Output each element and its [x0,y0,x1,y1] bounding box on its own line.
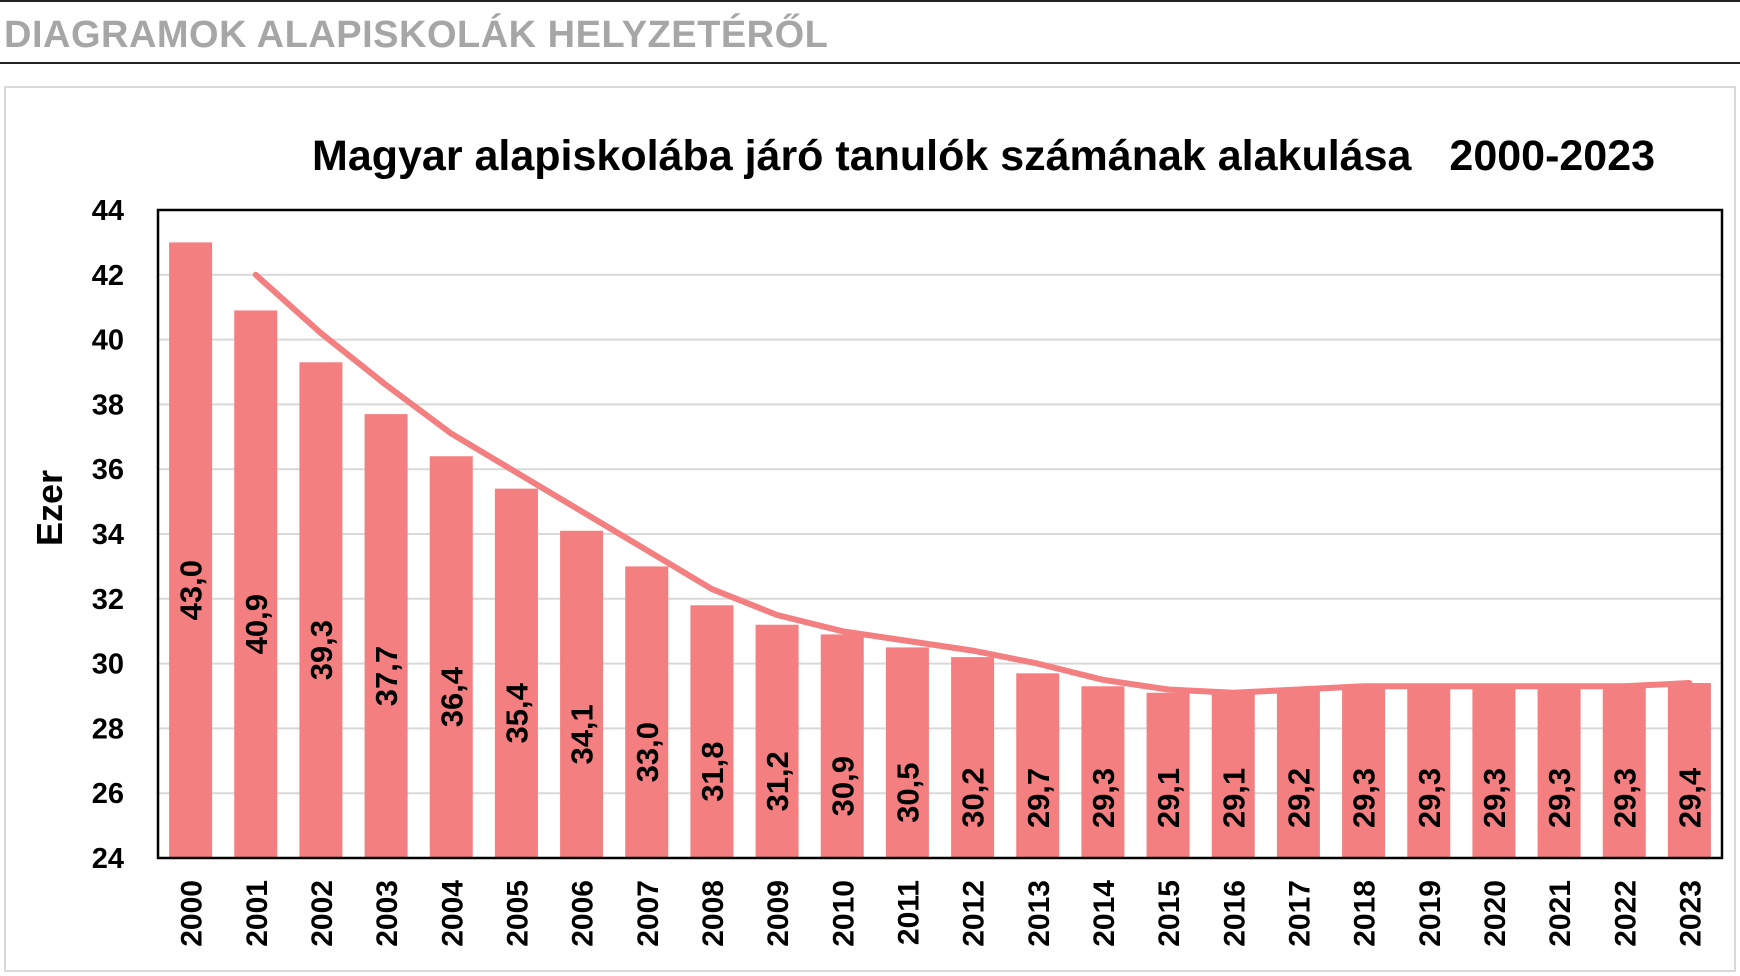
data-label: 29,4 [1672,767,1707,828]
x-tick-label: 2012 [958,880,991,947]
bar [1211,692,1255,858]
x-tick-label: 2018 [1349,880,1382,947]
trendline [252,271,1693,696]
bar [951,657,995,858]
x-tick-label: 2009 [762,880,795,947]
x-tick-label: 2017 [1283,880,1316,947]
data-label: 34,1 [565,704,600,764]
plot-area [156,208,1724,860]
x-tick-label: 2010 [827,880,860,947]
bar [885,647,929,858]
x-tick-label: 2016 [1218,880,1251,947]
data-label: 29,3 [1607,768,1642,828]
bar [1276,689,1320,858]
y-tick-label: 30 [92,649,124,681]
bar [1016,673,1060,858]
data-label: 31,8 [695,741,730,801]
x-tick-label: 2007 [632,880,665,947]
data-label: 30,2 [956,767,991,827]
bar [820,634,864,858]
x-tick-label: 2000 [176,880,209,947]
bar [429,456,473,858]
x-tick-label: 2014 [1088,880,1121,947]
data-label: 29,7 [1021,768,1056,828]
x-tick-label: 2003 [371,880,404,947]
data-label: 30,9 [825,756,860,816]
data-labels: 43,0 40,9 39,3 37,7 36,4 35,4 34,1 33,0 31,8 31,2… [174,560,1708,828]
data-label: 40,9 [239,594,274,654]
y-axis-ticks: 24 26 28 30 32 34 36 38 40 42 44 [92,195,124,875]
page-header: DIAGRAMOK ALAPISKOLÁK HELYZETÉRŐL [0,0,1740,64]
y-tick-label: 32 [92,584,124,616]
x-tick-label: 2004 [436,880,469,947]
y-tick-label: 26 [92,778,124,810]
x-tick-label: 2015 [1153,880,1186,947]
bar [299,362,343,858]
trendline-layer [252,271,1693,696]
data-label: 37,7 [369,646,404,706]
x-tick-label: 2001 [241,880,274,947]
x-tick-label: 2011 [892,880,925,945]
bar [560,530,604,858]
y-tick-label: 42 [92,260,124,292]
y-tick-label: 40 [92,325,124,357]
bar [1602,686,1646,858]
bar [690,605,734,858]
bar [1081,686,1125,858]
y-tick-label: 36 [92,454,124,486]
bar [1472,686,1516,858]
chart-title-text: Magyar alapiskolába járó tanulók számána… [312,132,1412,180]
data-label: 39,3 [304,620,339,680]
x-tick-label: 2022 [1609,880,1642,947]
y-tick-label: 38 [92,389,124,421]
x-tick-label: 2023 [1674,880,1707,947]
data-label: 29,1 [1216,768,1251,828]
gridlines [158,273,1722,795]
bar [234,310,278,858]
data-label: 29,3 [1412,768,1447,828]
bar [1342,686,1386,858]
y-axis-label: Ezer [29,470,70,546]
data-label: 35,4 [499,682,534,743]
bar [1537,686,1581,858]
bar [494,488,538,858]
x-tick-label: 2005 [501,880,534,947]
data-label: 30,5 [890,763,925,823]
bar [1667,683,1711,858]
y-tick-label: 24 [92,843,124,875]
data-label: 29,3 [1347,768,1382,828]
data-label: 29,1 [1151,768,1186,828]
y-tick-label: 44 [92,195,124,227]
chart-title-years: 2000-2023 [1449,132,1655,180]
bar [1407,686,1451,858]
data-label: 29,3 [1542,768,1577,828]
data-label: 43,0 [174,560,209,620]
x-tick-label: 2020 [1479,880,1512,947]
x-axis-ticks: 2000 2001 2002 2003 2004 2005 2006 2007 2008 2009… [176,880,1708,947]
bar [755,624,799,858]
y-tick-label: 34 [92,519,124,551]
x-tick-label: 2006 [567,880,600,947]
bar [1146,692,1190,858]
bar [625,566,669,858]
y-tick-label: 28 [92,713,124,745]
x-tick-label: 2002 [306,880,339,947]
chart-title: Magyar alapiskolába járó tanulók számána… [312,132,1655,180]
data-label: 33,0 [630,722,665,782]
x-tick-label: 2021 [1544,880,1577,947]
data-label: 31,2 [760,751,795,811]
x-tick-label: 2013 [1023,880,1056,947]
data-label: 29,2 [1281,768,1316,828]
x-tick-label: 2019 [1414,880,1447,947]
bars [169,242,1711,858]
page-title: DIAGRAMOK ALAPISKOLÁK HELYZETÉRŐL [4,14,829,56]
bar [364,414,408,858]
data-label: 29,3 [1477,768,1512,828]
data-label: 36,4 [434,666,469,727]
bar [169,242,213,858]
x-tick-label: 2008 [697,880,730,947]
data-label: 29,3 [1086,768,1121,828]
